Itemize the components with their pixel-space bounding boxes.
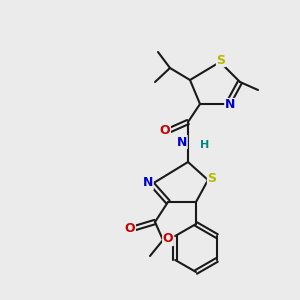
Text: O: O (160, 124, 170, 136)
Text: S: S (217, 53, 226, 67)
Text: N: N (143, 176, 153, 190)
Text: O: O (125, 221, 135, 235)
Text: S: S (208, 172, 217, 185)
Text: N: N (177, 136, 187, 148)
Text: N: N (225, 98, 235, 112)
Text: H: H (200, 140, 210, 150)
Text: O: O (163, 232, 173, 245)
